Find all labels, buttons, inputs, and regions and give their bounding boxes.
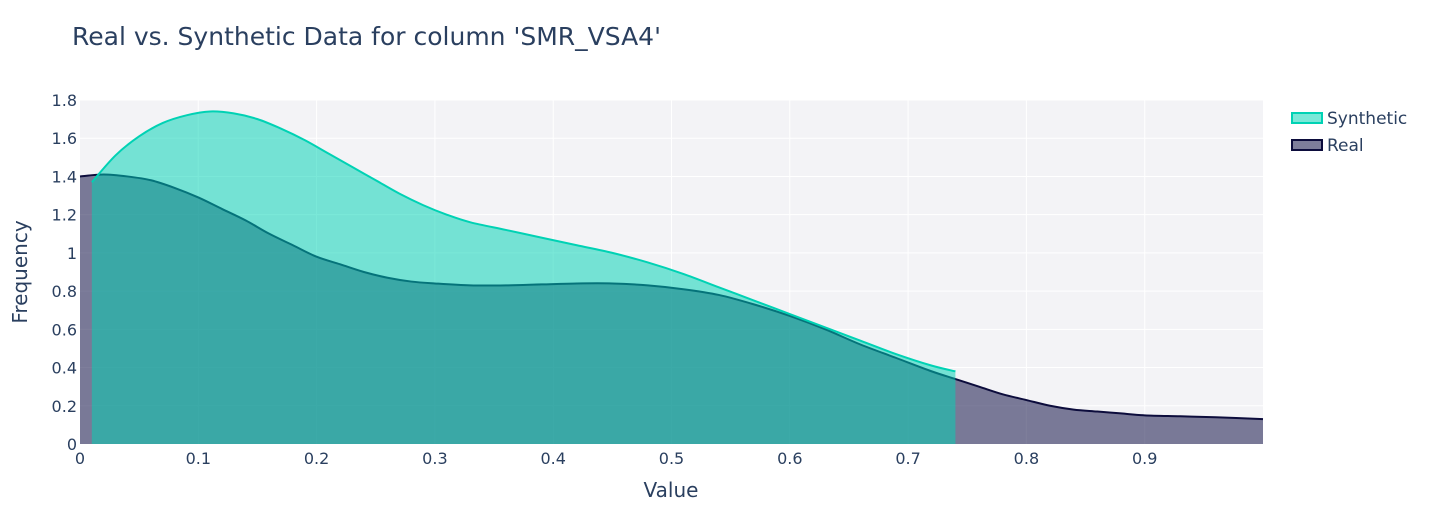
x-axis-ticks: 0 0.1 0.2 0.3 0.4 0.5 0.6 0.7 0.8 0.9 bbox=[75, 449, 1158, 468]
y-axis-title: Frequency bbox=[8, 220, 32, 323]
x-axis-title: Value bbox=[644, 478, 699, 502]
y-tick-label: 0.8 bbox=[52, 282, 77, 301]
y-tick-label: 1.2 bbox=[52, 206, 77, 225]
legend[interactable]: Synthetic Real bbox=[1291, 109, 1407, 156]
x-tick-label: 0.4 bbox=[540, 449, 565, 468]
y-tick-label: 0 bbox=[67, 435, 77, 454]
x-tick-label: 0.9 bbox=[1132, 449, 1157, 468]
legend-label-synthetic: Synthetic bbox=[1327, 109, 1407, 129]
y-axis-ticks: 0 0.2 0.4 0.6 0.8 1 1.2 1.4 1.6 1.8 bbox=[52, 91, 77, 454]
legend-swatch-real bbox=[1291, 139, 1323, 151]
x-tick-label: 0 bbox=[75, 449, 85, 468]
y-tick-label: 1 bbox=[67, 244, 77, 263]
y-tick-label: 1.8 bbox=[52, 91, 77, 110]
x-tick-label: 0.5 bbox=[659, 449, 684, 468]
y-tick-label: 0.6 bbox=[52, 320, 77, 339]
series-area-synthetic bbox=[91, 111, 956, 444]
legend-item-real[interactable]: Real bbox=[1291, 136, 1364, 156]
y-tick-label: 1.6 bbox=[52, 129, 77, 148]
y-tick-label: 0.4 bbox=[52, 359, 77, 378]
legend-item-synthetic[interactable]: Synthetic bbox=[1291, 109, 1407, 129]
chart-title: Real vs. Synthetic Data for column 'SMR_… bbox=[72, 22, 661, 51]
x-tick-label: 0.7 bbox=[895, 449, 920, 468]
legend-label-real: Real bbox=[1327, 136, 1364, 156]
series-line-synthetic bbox=[91, 110, 956, 373]
x-tick-label: 0.6 bbox=[777, 449, 802, 468]
x-tick-label: 0.2 bbox=[304, 449, 329, 468]
legend-swatch-synthetic bbox=[1291, 112, 1323, 124]
y-tick-label: 1.4 bbox=[52, 167, 77, 186]
series-layer bbox=[79, 110, 1264, 445]
x-tick-label: 0.8 bbox=[1014, 449, 1039, 468]
x-tick-label: 0.1 bbox=[186, 449, 211, 468]
y-tick-label: 0.2 bbox=[52, 397, 77, 416]
x-tick-label: 0.3 bbox=[422, 449, 447, 468]
